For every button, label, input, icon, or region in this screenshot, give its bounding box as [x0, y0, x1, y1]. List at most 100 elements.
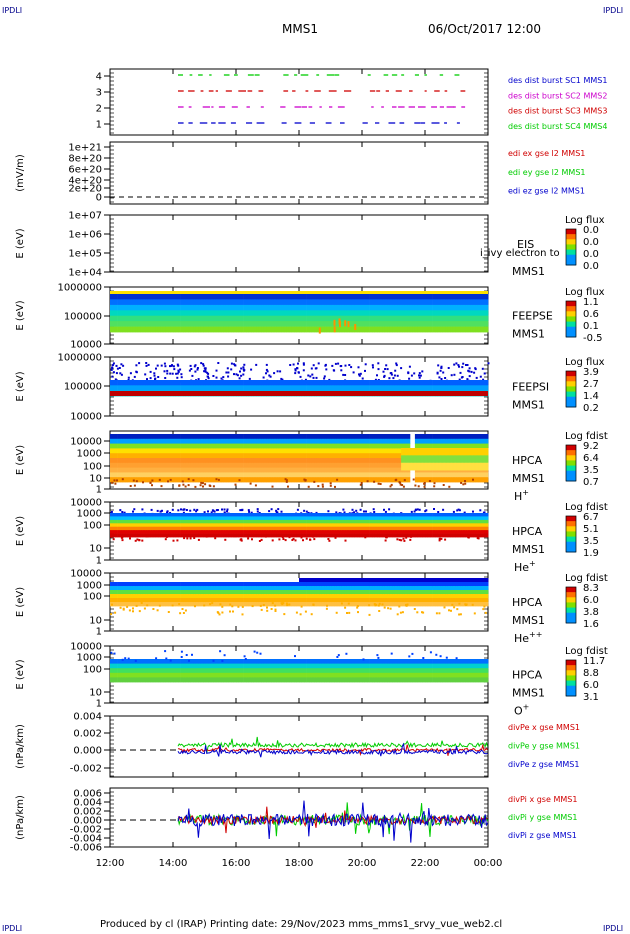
spectrum-cell — [412, 448, 414, 456]
spectrum-cell — [165, 304, 169, 311]
spectrum-cell — [271, 448, 275, 454]
speckle — [234, 483, 237, 486]
speckle — [307, 485, 310, 488]
spectrum-cell — [195, 526, 199, 531]
spectrum-cell — [193, 434, 197, 440]
speckle — [353, 511, 356, 514]
spectrum-cell — [130, 380, 134, 386]
spectrum-cell — [351, 380, 355, 386]
spectrum-cell — [286, 299, 290, 306]
spectrum-cell — [286, 453, 290, 459]
spectrum-cell — [145, 523, 149, 528]
spectrum-cell — [316, 448, 320, 454]
spectrum-cell — [329, 326, 333, 333]
spectrum-cell — [463, 448, 465, 456]
spectrum-cell — [150, 304, 154, 311]
speckle — [323, 375, 326, 378]
spectrum-cell — [117, 448, 121, 454]
spectrum-cell — [439, 462, 441, 471]
spectrum-cell — [281, 321, 285, 327]
spectrum-cell — [137, 310, 141, 317]
spectrum-cell — [147, 294, 151, 300]
colorbar-tick: 5.1 — [583, 524, 599, 535]
spectrum-cell — [372, 443, 375, 449]
spectrum-cell — [215, 453, 219, 459]
spectrum-cell — [416, 455, 418, 463]
spectrum-cell — [299, 321, 302, 327]
spectrum-cell — [404, 477, 408, 483]
spectrum-cell — [170, 434, 174, 440]
spectrum-cell — [218, 523, 222, 528]
spectrum-cell — [208, 294, 212, 300]
spectrum-cell — [462, 380, 466, 386]
spectrum-cell — [258, 434, 262, 440]
spectrum-cell — [357, 326, 360, 333]
spectrum-cell — [311, 299, 315, 306]
spectrum-cell — [459, 462, 460, 471]
spectrum-cell — [460, 477, 464, 483]
spectrum-cell — [188, 299, 191, 306]
speckle — [154, 378, 156, 381]
spectrum-cell — [271, 385, 275, 391]
spectrum-cell — [407, 304, 411, 311]
speckle — [313, 480, 316, 483]
spectrum-cell — [193, 310, 197, 317]
speckle — [171, 508, 174, 511]
spectrum-cell — [301, 458, 305, 464]
spectrum-cell — [465, 477, 469, 483]
spectrum-cell — [200, 326, 204, 333]
spectrum-cell — [450, 455, 452, 463]
spectrum-cell — [233, 385, 237, 391]
speckle — [412, 478, 415, 481]
colorbar-title: Log flux — [565, 215, 605, 226]
spectrum-cell — [266, 380, 270, 386]
y-tick-label: 1000 — [77, 449, 102, 460]
spectrum-cell — [248, 472, 252, 478]
spectrum-cell — [127, 299, 131, 306]
speckle — [271, 485, 274, 488]
spectrum-cell — [442, 315, 446, 322]
spectrum-cell — [462, 304, 466, 311]
spectrum-cell — [195, 299, 199, 306]
spectrum-cell — [281, 458, 285, 464]
speckle — [249, 482, 252, 485]
spectrum-cell — [256, 434, 260, 440]
spectrum-cell — [223, 438, 227, 444]
spectrum-cell — [369, 326, 373, 333]
spectrum-cell — [246, 304, 249, 311]
speckle — [226, 367, 229, 370]
spectrum-cell — [208, 458, 212, 464]
spectrum-cell — [304, 448, 307, 454]
spectrum-cell — [193, 443, 197, 449]
colorbar-tick: 0.7 — [583, 477, 599, 488]
spectrum-cell — [433, 448, 435, 456]
spectrum-cell — [346, 294, 350, 300]
spectrum-cell — [387, 438, 391, 444]
spectrum-cell — [444, 462, 446, 471]
spectrum-cell — [331, 310, 335, 317]
speckle — [182, 511, 185, 514]
spectrum-cell — [334, 326, 338, 333]
spectrum-cell — [188, 315, 191, 322]
speckle — [113, 479, 116, 482]
spectrum-cell — [215, 530, 219, 534]
colorbar-segment — [566, 376, 576, 380]
spectrum-cell — [450, 315, 454, 322]
spectrum-cell — [178, 304, 181, 311]
speckle — [315, 511, 318, 514]
spectrum-cell — [480, 315, 484, 322]
spectrum-cell — [256, 304, 260, 311]
spectrum-cell — [394, 321, 398, 327]
spectrum-cell — [178, 438, 181, 444]
spectrum-cell — [443, 462, 445, 471]
spectrum-cell — [220, 326, 224, 333]
spectrum-cell — [165, 380, 169, 386]
spectrum-cell — [334, 380, 338, 386]
spectrum-cell — [152, 434, 156, 440]
spectrum-cell — [215, 294, 219, 300]
spectrum-cell — [432, 294, 436, 300]
spectrum-cell — [306, 385, 310, 391]
spectrum-cell — [452, 443, 456, 449]
spectrum-cell — [276, 443, 280, 449]
spectrum-cell — [336, 385, 340, 391]
